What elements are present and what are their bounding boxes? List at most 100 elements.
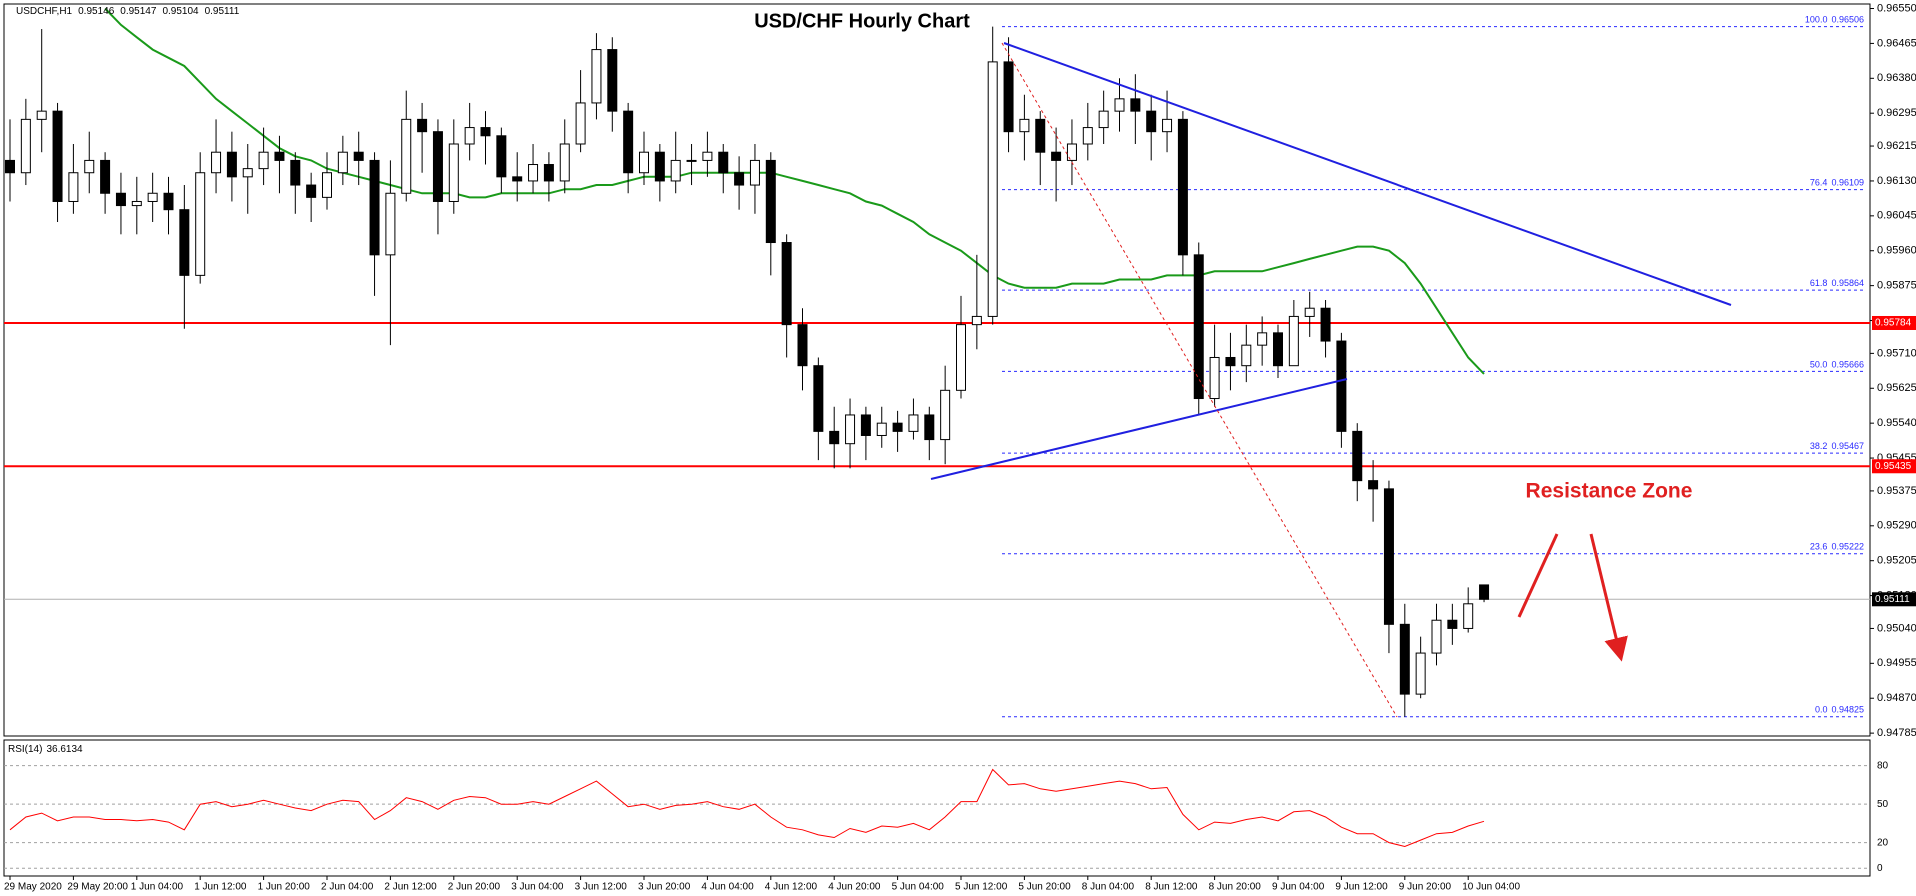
fib-price: 0.95222 — [1831, 542, 1864, 552]
fib-price: 0.95467 — [1831, 442, 1864, 452]
symbol: USDCHF,H1 — [16, 6, 73, 17]
candle-body — [1177, 118, 1188, 256]
x-tick-label: 5 Jun 04:00 — [892, 882, 945, 893]
candle-body — [512, 176, 523, 182]
fib-price: 0.96109 — [1831, 178, 1864, 188]
x-tick-label: 29 May 2020 — [4, 882, 62, 893]
x-tick-label: 1 Jun 20:00 — [258, 882, 311, 893]
y-tick-label: 0.95205 — [1877, 555, 1916, 567]
candle-body — [860, 414, 871, 436]
ohlc-low: 0.95104 — [162, 6, 199, 17]
y-tick-label: 0.95710 — [1877, 347, 1916, 359]
candle-body — [607, 49, 618, 112]
candle-body — [1193, 254, 1204, 400]
fib-level: 38.2 — [1810, 442, 1828, 452]
y-tick-label: 0.95625 — [1877, 382, 1916, 394]
x-tick-label: 1 Jun 04:00 — [131, 882, 184, 893]
y-tick-label: 0.95375 — [1877, 485, 1916, 497]
arrow-up — [1517, 533, 1559, 618]
candle-body — [892, 422, 903, 432]
y-tick-label: 0.95290 — [1877, 520, 1916, 532]
y-tick-label: 0.96380 — [1877, 72, 1916, 84]
candle-body — [1383, 488, 1394, 625]
candle-body — [1051, 151, 1062, 161]
candle-body — [1320, 307, 1331, 342]
moving-average — [104, 7, 1485, 375]
fib-label: 61.8 0.95864 — [1810, 279, 1864, 289]
candle-body — [940, 389, 951, 441]
candle-body — [464, 127, 475, 145]
ohlc-open: 0.95146 — [78, 6, 115, 17]
candle-body — [654, 151, 665, 182]
candle-body — [1162, 118, 1173, 133]
candle-body — [1098, 110, 1109, 129]
fib-price: 0.95864 — [1831, 279, 1864, 289]
candle-body — [702, 151, 713, 161]
candle-body — [829, 430, 840, 445]
rsi-tick-label: 80 — [1877, 760, 1889, 771]
x-tick-label: 8 Jun 12:00 — [1145, 882, 1198, 893]
candle-body — [686, 159, 697, 162]
candle-body — [971, 315, 982, 326]
rsi-tick-label: 20 — [1877, 837, 1889, 848]
candle-body — [417, 118, 428, 133]
candle-body — [448, 143, 459, 202]
candle-body — [749, 159, 760, 186]
axes: 0.96550 0.96465 0.96380 0.96295 0.96215 0.961… — [4, 2, 1916, 893]
current-price-label: 0.95111 — [1875, 594, 1910, 605]
candle-body — [1415, 652, 1426, 695]
candle-body — [226, 151, 237, 178]
candle-body — [813, 365, 824, 432]
arrow-down — [1589, 533, 1628, 662]
candle-body — [1209, 356, 1220, 400]
fib-label: 100.0 0.96506 — [1805, 15, 1864, 25]
y-tick-label: 0.96130 — [1877, 175, 1916, 187]
y-tick-label: 0.96045 — [1877, 210, 1916, 222]
fib-label: 38.2 0.95467 — [1810, 442, 1864, 452]
ohlc-close: 0.95111 — [205, 6, 240, 17]
fib-label: 76.4 0.96109 — [1810, 178, 1864, 188]
x-tick-label: 29 May 20:00 — [67, 882, 128, 893]
y-tick-label: 0.96465 — [1877, 37, 1916, 49]
level-label: 0.95784 — [1875, 318, 1912, 329]
fib-label: 23.6 0.95222 — [1810, 542, 1864, 552]
candle-body — [385, 192, 396, 256]
y-tick-label: 0.96295 — [1877, 107, 1916, 119]
candle-body — [20, 118, 31, 174]
candle-body — [496, 135, 507, 178]
candle-body — [797, 324, 808, 367]
candle-body — [5, 159, 15, 174]
candle-body — [734, 172, 745, 186]
candle-body — [290, 159, 301, 186]
y-tick-label: 0.95960 — [1877, 245, 1916, 257]
candle-body — [987, 61, 998, 317]
trendline-up — [930, 378, 1348, 480]
x-tick-label: 9 Jun 12:00 — [1335, 882, 1388, 893]
candle-body — [718, 151, 729, 174]
symbol-info: USDCHF,H1 0.95146 0.95147 0.95104 0.95111 — [16, 6, 240, 17]
candle-body — [1352, 430, 1363, 482]
rsi-tick-label: 0 — [1877, 863, 1883, 874]
y-tick-label: 0.95040 — [1877, 622, 1916, 634]
x-tick-label: 4 Jun 20:00 — [828, 882, 881, 893]
x-tick-label: 9 Jun 04:00 — [1272, 882, 1325, 893]
candle-body — [242, 168, 253, 178]
x-tick-label: 2 Jun 04:00 — [321, 882, 374, 893]
x-tick-label: 4 Jun 12:00 — [765, 882, 818, 893]
candle-body — [765, 159, 776, 244]
rsi-plot — [4, 765, 1870, 869]
level-label-box — [1872, 315, 1916, 330]
x-tick-label: 1 Jun 12:00 — [194, 882, 247, 893]
rsi-name: RSI(14) — [8, 744, 42, 755]
candle-body — [100, 159, 111, 194]
fib-label: 0.0 0.94825 — [1815, 705, 1864, 715]
fib-level: 50.0 — [1810, 360, 1828, 370]
candle-body — [670, 159, 681, 182]
rsi-tick-label: 50 — [1877, 799, 1889, 810]
candle-body — [559, 143, 570, 182]
x-tick-label: 5 Jun 20:00 — [1018, 882, 1071, 893]
level-label-box — [1872, 459, 1916, 474]
rsi-frame — [3, 739, 1871, 877]
x-tick-label: 8 Jun 04:00 — [1082, 882, 1135, 893]
